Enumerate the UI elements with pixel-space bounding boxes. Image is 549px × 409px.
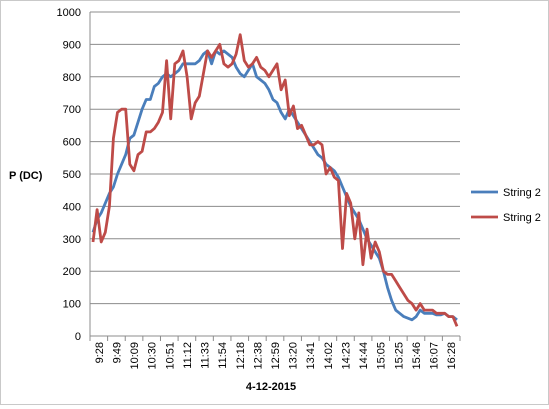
x-tick-label: 14:23 [340, 342, 352, 370]
x-tick-label: 13:41 [305, 342, 317, 370]
y-tick-label: 1000 [57, 7, 81, 19]
x-tick-label: 9:49 [111, 342, 123, 363]
x-tick-label: 13:20 [288, 342, 300, 370]
y-axis-title: P (DC) [9, 170, 43, 182]
y-tick-label: 300 [63, 234, 81, 246]
legend-label-2: String 2 [503, 212, 541, 224]
legend: String 2 String 2 [471, 187, 541, 224]
x-tick-label: 10:30 [147, 342, 159, 370]
series-lines [91, 33, 459, 327]
gridlines [90, 11, 460, 337]
series-line-1 [91, 49, 458, 322]
plot-area [89, 12, 460, 337]
y-tick-label: 500 [63, 169, 81, 181]
x-tick-label: 11:54 [217, 342, 229, 369]
x-tick-label: 11:12 [182, 342, 194, 369]
y-tick-label: 600 [63, 137, 81, 149]
y-tick-label: 100 [63, 299, 81, 311]
y-axis-ticks: 0 100 200 300 400 500 600 700 800 900 1000 [57, 7, 81, 343]
x-tick-label: 15:25 [393, 342, 405, 370]
x-tick-label: 12:18 [235, 342, 247, 370]
y-tick-label: 700 [63, 104, 81, 116]
x-tick-label: 14:44 [358, 342, 370, 370]
x-tick-label: 12:38 [252, 342, 264, 370]
x-tick-label: 16:28 [446, 342, 458, 370]
x-tick-label: 10:09 [129, 342, 141, 370]
y-tick-label: 200 [63, 266, 81, 278]
x-tick-label: 10:51 [164, 342, 176, 370]
x-tick-label: 15:46 [411, 342, 423, 370]
y-tick-label: 400 [63, 201, 81, 213]
x-axis-title: 4-12-2015 [246, 381, 296, 393]
x-tick-label: 12:59 [270, 342, 282, 370]
x-tick-label: 14:02 [323, 342, 335, 370]
x-tick-label: 11:33 [200, 342, 212, 369]
x-axis-ticks: 9:28 9:49 10:09 10:30 10:51 11:12 11:33 11:54 12… [89, 336, 461, 370]
y-tick-label: 800 [63, 72, 81, 84]
legend-label-1: String 2 [503, 187, 541, 199]
x-tick-label: 9:28 [94, 342, 106, 363]
y-tick-label: 0 [75, 331, 81, 343]
y-tick-label: 900 [63, 39, 81, 51]
x-tick-label: 15:05 [376, 342, 388, 370]
series-line-2 [91, 33, 459, 327]
x-tick-label: 16:07 [429, 342, 441, 370]
